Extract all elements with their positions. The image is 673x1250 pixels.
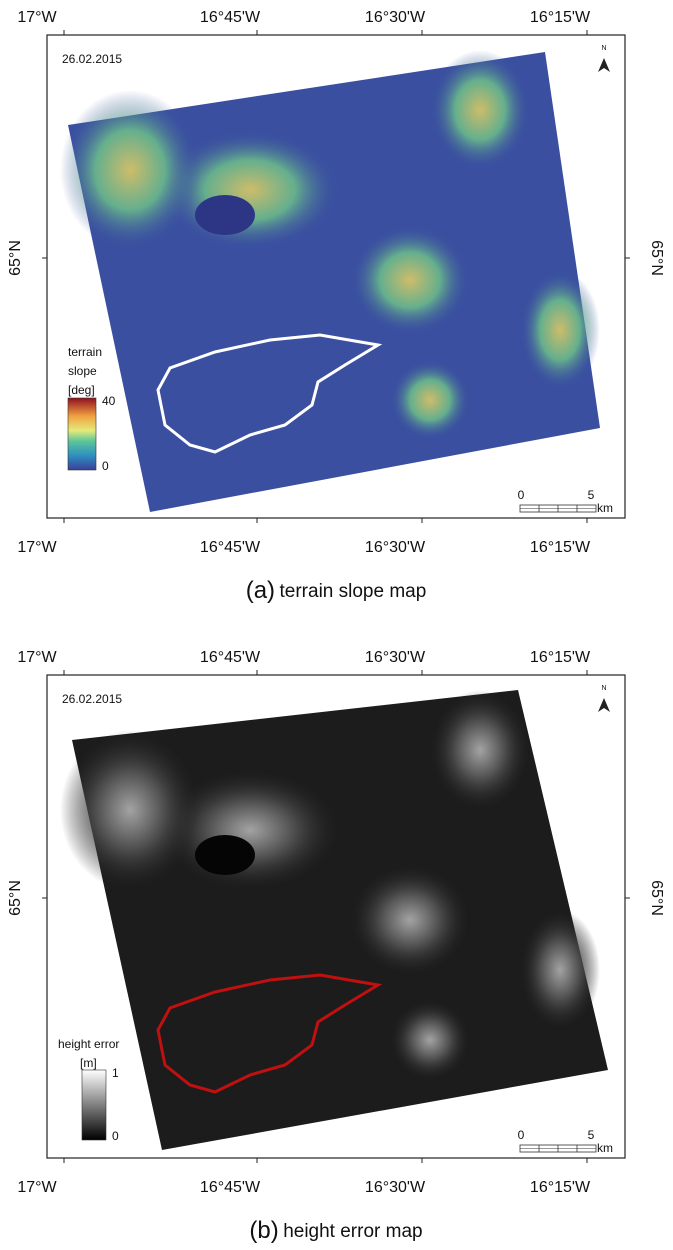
north-arrow <box>598 698 610 712</box>
color-bar-min: 0 <box>102 459 109 473</box>
terrain-texture <box>520 270 600 390</box>
longitude-label: 16°15'W <box>530 1179 591 1196</box>
color-bar <box>67 397 97 471</box>
terrain-texture <box>390 360 470 440</box>
longitude-label: 16°15'W <box>530 9 591 26</box>
terrain-texture <box>60 730 200 890</box>
terrain-texture <box>430 690 530 810</box>
latitude-label: 65°N <box>648 240 665 276</box>
longitude-label: 16°45'W <box>200 1179 261 1196</box>
legend-title: slope <box>68 364 97 378</box>
terrain-texture <box>520 910 600 1030</box>
crater <box>195 835 255 875</box>
north-arrow <box>598 58 610 72</box>
acquisition-date: 26.02.2015 <box>62 692 122 706</box>
terrain-texture <box>60 90 200 250</box>
scale-unit: km <box>597 501 613 515</box>
caption-label: (b) <box>249 1217 278 1244</box>
longitude-label: 17°W <box>17 649 57 666</box>
longitude-label: 17°W <box>17 9 57 26</box>
color-bar-max: 40 <box>102 394 116 408</box>
lava-flow-outline <box>156 333 383 454</box>
legend-title: [m] <box>80 1056 97 1070</box>
caption-text: height error map <box>283 1221 422 1242</box>
longitude-label: 17°W <box>17 1179 57 1196</box>
longitude-label: 16°15'W <box>530 539 591 556</box>
legend-title: height error <box>58 1037 119 1051</box>
color-bar-min: 0 <box>112 1129 119 1143</box>
crater <box>195 195 255 235</box>
longitude-label: 16°30'W <box>365 9 426 26</box>
caption-text: terrain slope map <box>280 581 427 602</box>
latitude-label: 65°N <box>648 880 665 916</box>
scale-end: 5 <box>588 488 595 502</box>
longitude-label: 16°45'W <box>200 649 261 666</box>
acquisition-date: 26.02.2015 <box>62 52 122 66</box>
caption: (b) height error map <box>249 1217 422 1244</box>
north-label: N <box>601 685 606 692</box>
latitude-label: 65°N <box>7 880 24 916</box>
terrain-texture <box>350 225 470 335</box>
scale-end: 5 <box>588 1128 595 1142</box>
legend-title: [deg] <box>68 383 95 397</box>
longitude-label: 16°30'W <box>365 539 426 556</box>
caption-label: (a) <box>246 577 275 604</box>
longitude-label: 16°45'W <box>200 539 261 556</box>
terrain-texture <box>350 865 470 975</box>
color-bar <box>81 1069 107 1141</box>
caption: (a) terrain slope map <box>246 577 427 604</box>
scale-start: 0 <box>518 1128 525 1142</box>
terrain-texture <box>430 50 530 170</box>
longitude-label: 16°30'W <box>365 649 426 666</box>
longitude-label: 17°W <box>17 539 57 556</box>
longitude-label: 16°45'W <box>200 9 261 26</box>
longitude-label: 16°30'W <box>365 1179 426 1196</box>
lava-flow-outline <box>156 973 383 1094</box>
latitude-label: 65°N <box>7 240 24 276</box>
scale-unit: km <box>597 1141 613 1155</box>
scale-start: 0 <box>518 488 525 502</box>
color-bar-max: 1 <box>112 1066 119 1080</box>
legend-title: terrain <box>68 345 102 359</box>
terrain-texture <box>390 1000 470 1080</box>
north-label: N <box>601 45 606 52</box>
longitude-label: 16°15'W <box>530 649 591 666</box>
